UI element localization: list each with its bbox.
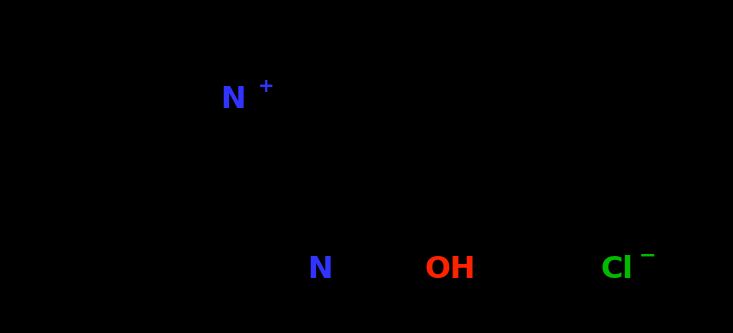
Text: OH: OH bbox=[425, 255, 476, 284]
Text: +: + bbox=[258, 77, 274, 96]
Text: N: N bbox=[307, 255, 333, 284]
Text: −: − bbox=[639, 246, 657, 266]
Text: N: N bbox=[221, 86, 246, 115]
Text: Cl: Cl bbox=[600, 255, 633, 284]
